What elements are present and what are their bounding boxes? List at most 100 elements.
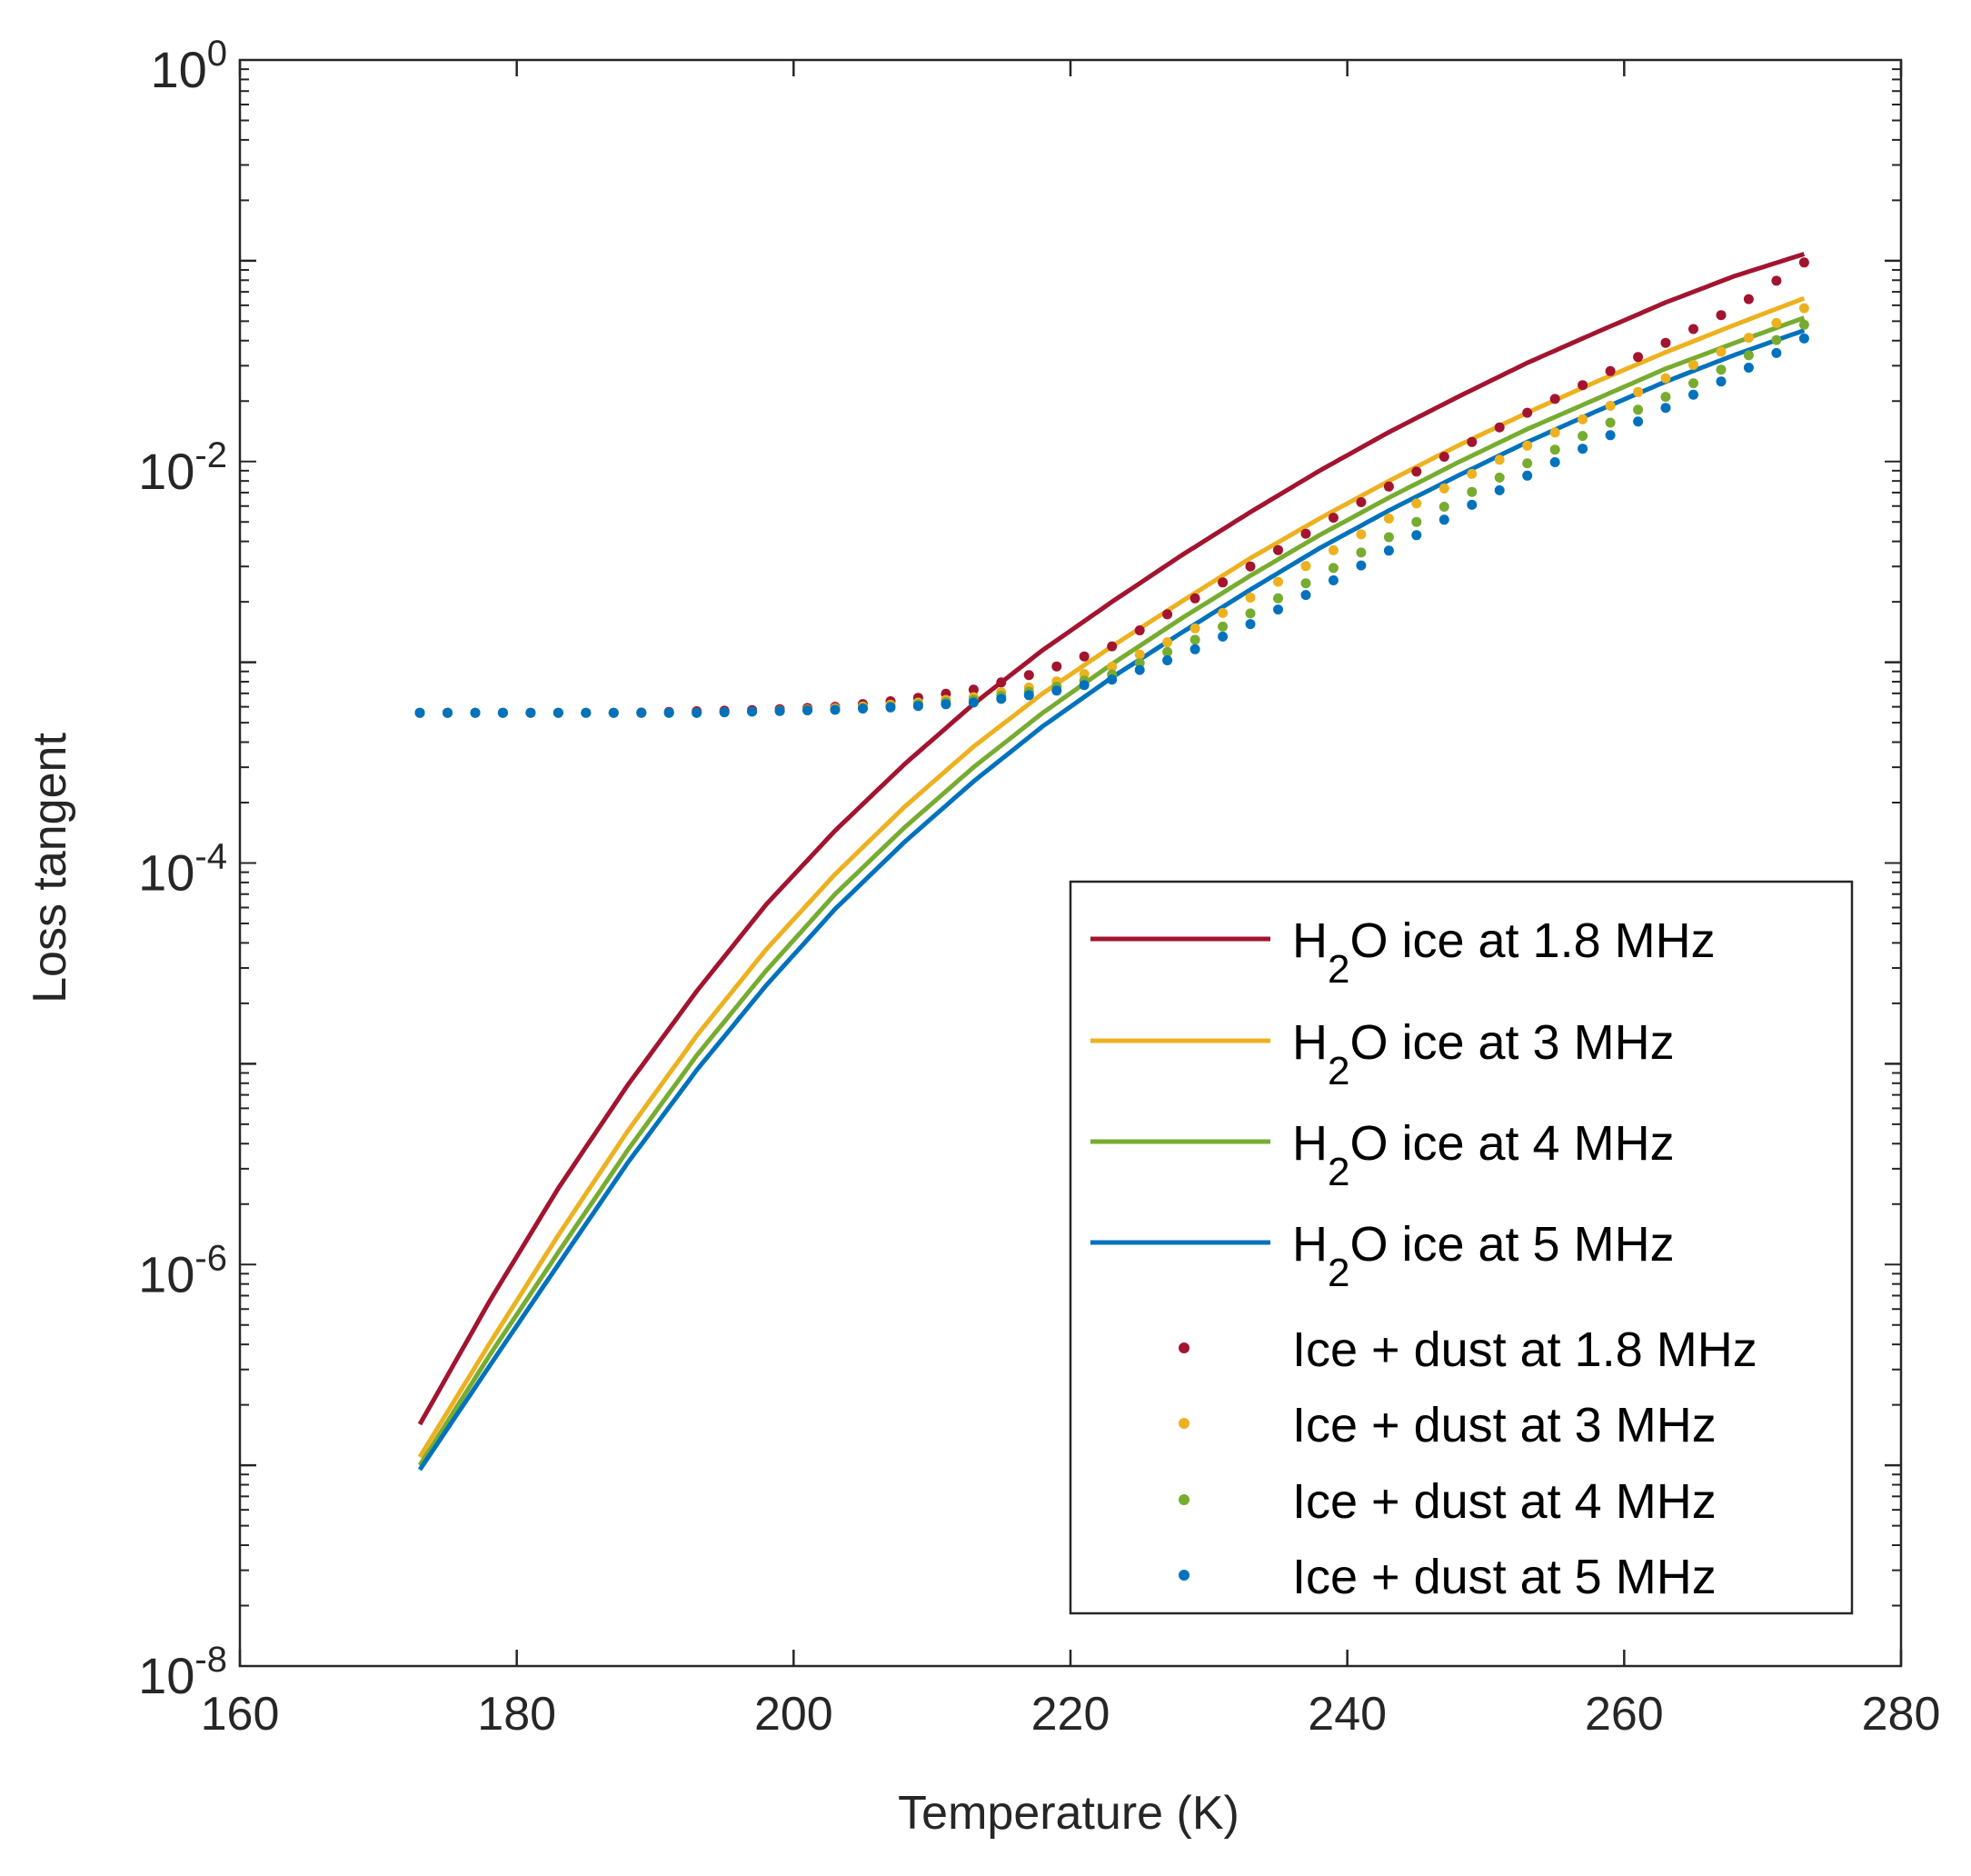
data-point [552, 707, 563, 718]
y-tick-label: 10-8 [138, 1640, 227, 1704]
x-tick-label: 160 [201, 1688, 280, 1741]
data-point [1438, 483, 1449, 494]
x-tick-label: 180 [477, 1688, 556, 1741]
data-point [1605, 365, 1616, 376]
data-point [1245, 593, 1256, 603]
data-point [1688, 360, 1698, 370]
data-point [1273, 604, 1283, 615]
data-point [1079, 651, 1090, 662]
data-point [1660, 337, 1671, 348]
legend-label-subscript: 2 [1328, 1150, 1349, 1194]
y-axis-title: Loss tangent [24, 733, 76, 1003]
legend-label-main: H [1292, 913, 1328, 968]
data-point [1660, 373, 1671, 384]
data-point [1467, 486, 1478, 497]
legend-dot-swatch [1179, 1342, 1190, 1353]
legend-dot-swatch [1179, 1418, 1190, 1429]
data-point [774, 705, 785, 716]
data-point [1494, 484, 1505, 495]
data-point [1549, 427, 1560, 438]
data-point [1633, 352, 1644, 363]
x-tick-labels: 160 180 200 220 240 260 280 [201, 1688, 1941, 1741]
data-point [1578, 431, 1588, 442]
data-point [885, 702, 896, 713]
legend-label: Ice + dust at 1.8 MHz [1292, 1322, 1757, 1377]
data-point [1218, 621, 1229, 632]
data-point [1660, 403, 1671, 414]
data-point [968, 697, 979, 708]
data-point [636, 707, 647, 718]
legend-dot-swatch [1179, 1570, 1190, 1581]
data-point [1273, 544, 1283, 555]
y-tick-label: 10-6 [138, 1238, 227, 1302]
data-point [1716, 364, 1727, 375]
data-point [1300, 561, 1311, 572]
data-point [1494, 422, 1505, 433]
y-tick-base: 10 [151, 41, 207, 98]
y-tick-base: 10 [138, 443, 194, 500]
data-point [1771, 334, 1782, 345]
data-point [1162, 637, 1173, 648]
y-tick-label: 10-4 [138, 837, 227, 902]
data-point [1743, 350, 1754, 361]
data-point [941, 699, 951, 710]
data-point [1494, 472, 1505, 483]
data-point [443, 707, 453, 718]
y-tick-exponent: 0 [207, 34, 227, 74]
legend-item: Ice + dust at 1.8 MHz [1179, 1322, 1757, 1377]
data-point [1467, 436, 1478, 447]
data-point [1771, 317, 1782, 328]
data-point [1411, 466, 1422, 477]
legend-label-subscript: 2 [1328, 947, 1349, 992]
legend-label-main: H [1292, 1015, 1328, 1070]
legend-box [1069, 880, 1854, 1615]
data-point [1549, 444, 1560, 455]
x-tick-label: 200 [754, 1688, 833, 1741]
data-point [1134, 625, 1145, 635]
data-point [1660, 392, 1671, 403]
legend-label-main: H [1292, 1116, 1328, 1171]
data-point [1716, 376, 1727, 387]
data-point [1798, 319, 1809, 330]
legend-label: H2O ice at 4 MHz [1292, 1116, 1675, 1194]
data-point [1023, 670, 1034, 681]
data-point [747, 706, 758, 717]
series-line-h2o-ice-at-1-8-mhz [417, 252, 1806, 1426]
legend-label: H2O ice at 1.8 MHz [1292, 913, 1716, 992]
data-point [1438, 452, 1449, 462]
data-point [1328, 544, 1339, 555]
data-point [802, 705, 813, 715]
x-tick-label: 220 [1031, 1688, 1110, 1741]
x-tick-label: 280 [1862, 1688, 1941, 1741]
data-point [1300, 578, 1311, 589]
legend-label-rest: O ice at 5 MHz [1349, 1217, 1674, 1272]
data-point [1798, 303, 1809, 314]
data-point [1273, 576, 1283, 587]
x-axis-title: Temperature (K) [898, 1787, 1239, 1840]
data-point [1798, 257, 1809, 268]
data-point [1494, 454, 1505, 465]
data-point [1771, 347, 1782, 358]
legend-label-main: H [1292, 1217, 1328, 1272]
data-point [1605, 430, 1616, 441]
data-point [1190, 644, 1200, 654]
data-point [1051, 685, 1062, 696]
data-point [1549, 457, 1560, 467]
data-point [1743, 294, 1754, 304]
data-point [1245, 619, 1256, 630]
data-point [858, 704, 868, 714]
legend-dot-swatch [1179, 1494, 1190, 1505]
legend-label: H2O ice at 3 MHz [1292, 1015, 1675, 1093]
y-tick-base: 10 [138, 844, 194, 902]
data-point [1051, 661, 1062, 672]
legend-item: H2O ice at 3 MHz [1090, 1015, 1675, 1093]
data-point [1107, 662, 1118, 672]
data-point [1218, 577, 1229, 588]
data-point [1633, 386, 1644, 397]
legend-label-main: Ice + dust at 4 MHz [1292, 1474, 1717, 1529]
data-point [1743, 363, 1754, 373]
data-point [1328, 575, 1339, 585]
data-point [1605, 417, 1616, 428]
